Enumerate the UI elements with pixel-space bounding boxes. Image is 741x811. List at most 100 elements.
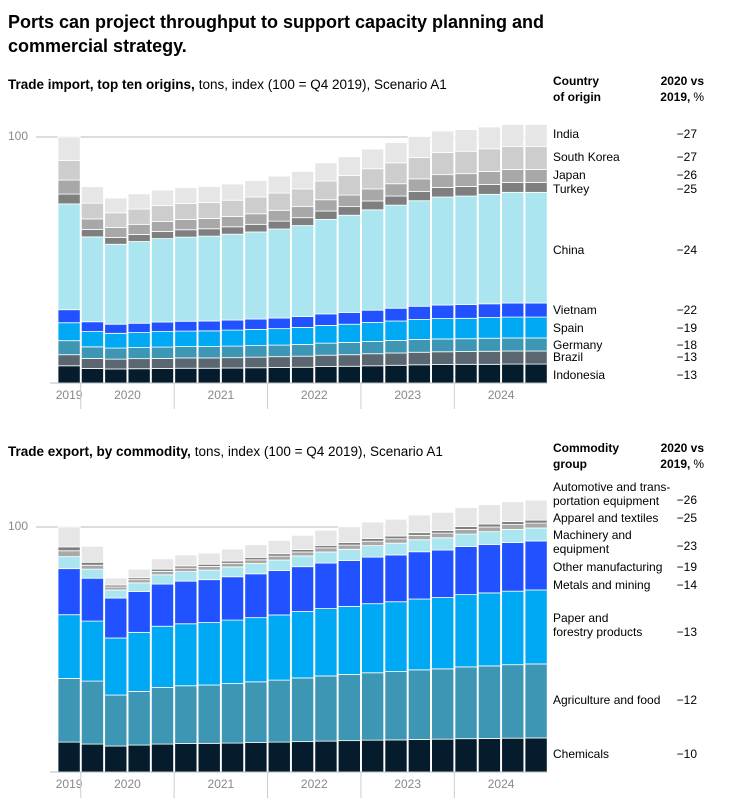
bar-segment	[501, 124, 525, 147]
bar-segment	[221, 566, 245, 578]
bar-segment	[431, 364, 455, 384]
change-title: 2020 vs	[661, 74, 705, 88]
bar-segment	[454, 738, 478, 773]
bar-segment	[337, 323, 361, 343]
bar-segment	[314, 562, 338, 609]
x-tick-label: 2024	[488, 388, 515, 402]
legend-title: group	[553, 457, 587, 471]
bar-segment	[197, 684, 221, 744]
bar-segment	[197, 367, 221, 384]
bar-segment	[501, 542, 525, 592]
bar-segment	[221, 576, 245, 621]
change-title: 2019,%	[660, 90, 704, 104]
bar-segment	[221, 216, 245, 228]
bar-segment	[407, 739, 431, 773]
bar-segment	[150, 583, 174, 627]
bar-segment	[127, 347, 151, 360]
bar-segment	[221, 619, 245, 684]
chart-title: Trade import, top ten origins,	[8, 77, 195, 92]
bar-segment	[477, 363, 501, 384]
bar-segment	[267, 555, 291, 561]
bar-segment	[291, 217, 315, 226]
bar-segment	[291, 566, 315, 612]
bar-segment	[361, 521, 385, 539]
bar-segment	[337, 175, 361, 196]
bar-segment	[197, 228, 221, 237]
bar-segment	[524, 737, 548, 773]
bar-segment	[267, 614, 291, 681]
bar-segment	[127, 358, 151, 370]
change-value: −26	[677, 168, 698, 182]
bar-segment	[197, 742, 221, 773]
bar-segment	[314, 180, 338, 201]
bar-segment	[57, 136, 81, 161]
bar-segment	[80, 346, 104, 359]
bar-segment	[57, 159, 81, 181]
bar-segment	[174, 567, 198, 572]
bar-segment	[267, 741, 291, 773]
legend-label: Indonesia	[553, 368, 605, 382]
change-value: −19	[677, 321, 698, 335]
legend-label: Apparel and textiles	[553, 511, 658, 525]
bar-segment	[477, 126, 501, 150]
bar-segment	[314, 199, 338, 212]
bar-segment	[80, 331, 104, 348]
bar-segment	[104, 694, 128, 747]
bar-segment	[431, 338, 455, 353]
bar-segment	[361, 341, 385, 355]
bar-segment	[291, 225, 315, 317]
bar-segment	[407, 532, 431, 536]
bar-segment	[57, 546, 81, 552]
bar-segment	[174, 571, 198, 582]
bar-segment	[267, 356, 291, 368]
x-tick-label: 2019	[56, 777, 83, 791]
bar-segment	[477, 303, 501, 318]
bar-segment	[244, 559, 268, 564]
bar-segment	[407, 598, 431, 671]
bar-segment	[431, 549, 455, 598]
x-tick-label: 2020	[114, 777, 141, 791]
bar-segment	[80, 743, 104, 773]
bar-segment	[127, 241, 151, 324]
bar-segment	[104, 577, 128, 586]
bar-segment	[454, 533, 478, 547]
bar-segment	[431, 304, 455, 319]
page-title: Ports can project throughput to support …	[8, 12, 545, 56]
bar-segment	[361, 353, 385, 367]
bar-segment	[454, 526, 478, 530]
bar-segment	[291, 555, 315, 568]
chart-subtitle-text: tons, index (100 = Q4 2019), Scenario A1	[195, 444, 443, 459]
legend-label: Machinery and	[553, 528, 632, 542]
bar-segment	[197, 357, 221, 369]
bar-segment	[524, 519, 548, 524]
bar-segment	[104, 212, 128, 228]
legend-label: Agriculture and food	[553, 693, 660, 707]
bar-segment	[174, 367, 198, 384]
bar-segment	[384, 542, 408, 556]
bar-segment	[361, 540, 385, 547]
bar-segment	[431, 351, 455, 365]
bar-segment	[127, 579, 151, 584]
bar-segment	[291, 534, 315, 550]
bar-segment	[454, 338, 478, 352]
legend-label: Germany	[553, 338, 602, 352]
bar-segment	[384, 183, 408, 197]
bar-segment	[454, 594, 478, 668]
bar-segment	[267, 175, 291, 194]
bar-segment	[314, 608, 338, 677]
bar-segment	[150, 687, 174, 745]
change-title-text: 2019,	[660, 457, 690, 471]
bar-segment	[431, 152, 455, 176]
bar-segment	[57, 614, 81, 679]
bar-segment	[104, 347, 128, 360]
bar-segment	[477, 531, 501, 545]
bar-segment	[431, 174, 455, 188]
bar-segment	[361, 556, 385, 605]
bar-segment	[267, 209, 291, 222]
change-value: −13	[677, 625, 698, 639]
bar-segment	[57, 203, 81, 311]
bar-segment	[57, 309, 81, 324]
bar-segment	[524, 540, 548, 591]
bar-segment	[431, 668, 455, 740]
bar-segment	[244, 231, 268, 320]
